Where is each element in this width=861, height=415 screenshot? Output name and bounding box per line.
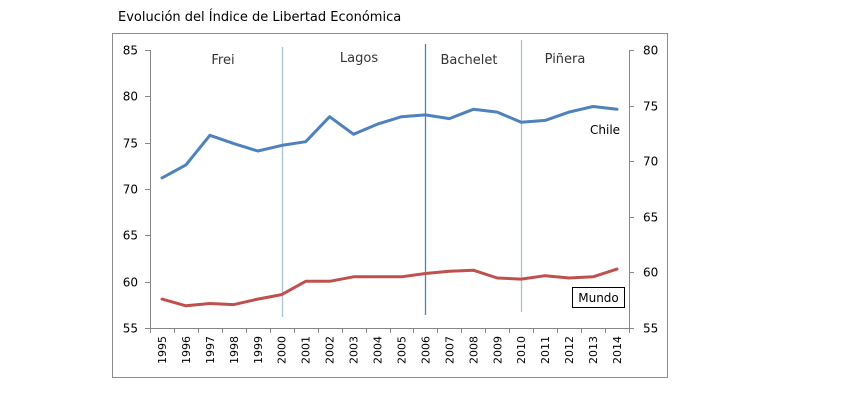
period-label-lagos: Lagos <box>340 51 378 66</box>
left-tick-label: 55 <box>123 322 138 336</box>
right-tick-label: 65 <box>643 211 658 225</box>
x-tick-label: 1996 <box>180 336 193 364</box>
x-tick-label: 2004 <box>372 336 385 364</box>
x-tick-label: 2009 <box>491 336 504 364</box>
x-tick-label: 2011 <box>539 336 552 364</box>
x-tick-label: 2008 <box>467 336 480 364</box>
x-tick-label: 1995 <box>156 336 169 364</box>
right-tick-label: 75 <box>643 100 658 114</box>
series-label-mundo: Mundo <box>578 291 619 305</box>
series-line-mundo <box>160 267 619 308</box>
x-tick-label: 2000 <box>276 336 289 364</box>
period-label-bachelet: Bachelet <box>441 53 498 68</box>
left-tick-label: 75 <box>123 137 138 151</box>
x-tick-label: 2005 <box>395 336 408 364</box>
left-tick-label: 80 <box>123 90 138 104</box>
series-label-box-mundo <box>572 287 625 308</box>
chart-title: Evolución del Índice de Libertad Económi… <box>118 10 402 25</box>
x-tick-label: 2013 <box>587 336 600 364</box>
x-tick-label: 1997 <box>204 336 217 364</box>
x-tick-label: 2010 <box>515 336 528 364</box>
x-tick-label: 2014 <box>611 336 624 364</box>
x-tick-label: 2001 <box>300 336 313 364</box>
chart-frame <box>112 33 668 378</box>
x-tick-label: 2003 <box>348 336 361 364</box>
right-tick-label: 55 <box>643 322 658 336</box>
x-tick-label: 2006 <box>419 336 432 364</box>
left-tick-label: 60 <box>123 276 138 290</box>
x-tick-label: 2002 <box>324 336 337 364</box>
x-tick-label: 1998 <box>228 336 241 364</box>
right-tick-label: 70 <box>643 155 658 169</box>
x-tick-label: 1999 <box>252 336 265 364</box>
left-tick-label: 85 <box>123 44 138 58</box>
period-label-frei: Frei <box>211 53 234 68</box>
x-tick-label: 2012 <box>563 336 576 364</box>
left-tick-label: 70 <box>123 183 138 197</box>
right-tick-label: 60 <box>643 266 658 280</box>
series-line-chile <box>160 105 619 180</box>
series-label-chile: Chile <box>590 123 620 137</box>
x-tick-label: 2007 <box>443 336 456 364</box>
left-tick-label: 65 <box>123 229 138 243</box>
right-tick-label: 80 <box>643 44 658 58</box>
period-label-piñera: Piñera <box>545 52 586 67</box>
